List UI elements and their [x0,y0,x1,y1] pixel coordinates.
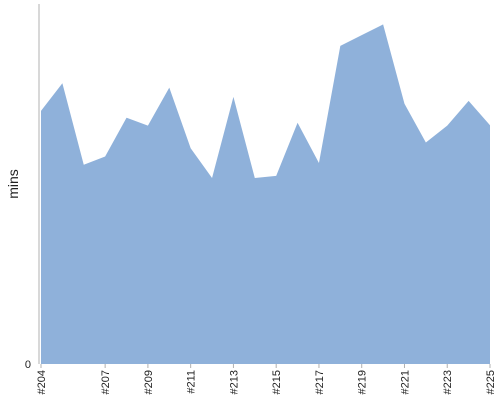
x-tick-label: #215 [271,370,283,394]
y-axis-ticks: 0 [25,359,31,371]
x-tick-label: #221 [399,370,411,394]
x-tick-label: #211 [186,370,198,394]
x-axis-ticks: #204 #207 #209 #211 #213 #215 #217 #219 #221 #223… [36,364,497,394]
series-area-0 [41,24,490,364]
x-tick-label: #219 [357,370,369,394]
x-tick-label: #223 [442,370,454,394]
y-tick-label: 0 [25,359,31,371]
x-tick-label: #209 [143,370,155,394]
plot-area [41,24,490,364]
x-tick-label: #217 [314,370,326,394]
x-tick-label: #225 [485,370,497,394]
x-tick-label: #213 [228,370,240,394]
x-tick-label: #204 [36,370,48,394]
x-tick-label: #207 [100,370,112,394]
y-axis-title: mins [5,169,21,199]
